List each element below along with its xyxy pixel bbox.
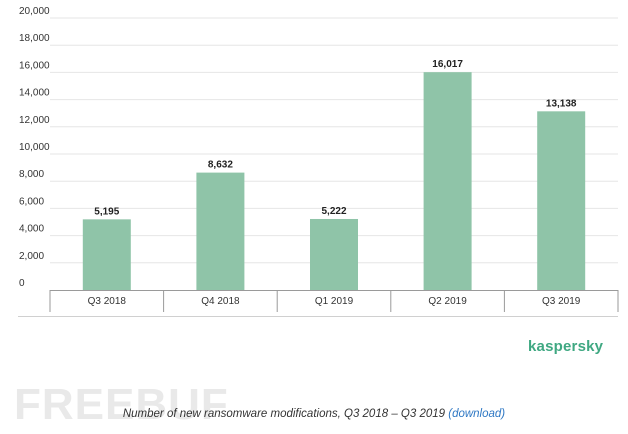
x-tick-label: Q1 2019 bbox=[315, 296, 354, 307]
data-label: 8,632 bbox=[208, 160, 233, 171]
y-tick-label: 18,000 bbox=[19, 33, 50, 44]
watermark-logo: FREEBUF bbox=[14, 380, 229, 429]
data-label: 5,195 bbox=[94, 206, 119, 217]
y-tick-label: 20,000 bbox=[19, 6, 50, 17]
data-labels: 5,195 8,632 5,222 16,017 13,138 bbox=[94, 59, 577, 217]
x-axis: Q3 2018 Q4 2018 Q1 2019 Q2 2019 Q3 2019 bbox=[18, 290, 619, 317]
chart-caption: Number of new ransomware modifications, … bbox=[0, 408, 628, 420]
caption-text: Number of new ransomware modifications, … bbox=[122, 408, 449, 420]
bar bbox=[82, 219, 131, 290]
x-tick-label: Q3 2019 bbox=[542, 296, 581, 307]
y-tick-label: 8,000 bbox=[19, 169, 44, 180]
y-tick-label: 4,000 bbox=[19, 224, 44, 235]
bar bbox=[537, 111, 586, 290]
bar bbox=[196, 172, 245, 290]
y-tick-label: 0 bbox=[19, 278, 25, 289]
y-tick-label: 12,000 bbox=[19, 115, 50, 126]
y-tick-label: 10,000 bbox=[19, 142, 50, 153]
gridlines bbox=[50, 17, 618, 264]
x-tick-label: Q3 2018 bbox=[88, 296, 127, 307]
y-tick-label: 16,000 bbox=[19, 60, 50, 71]
bar bbox=[423, 72, 472, 291]
bars bbox=[82, 72, 586, 291]
data-label: 16,017 bbox=[432, 59, 463, 70]
brand-logo: kaspersky bbox=[528, 338, 604, 355]
download-link[interactable]: (download) bbox=[448, 408, 506, 420]
y-tick-label: 2,000 bbox=[19, 251, 44, 262]
x-tick-label: Q2 2019 bbox=[428, 296, 467, 307]
y-tick-label: 14,000 bbox=[19, 88, 50, 99]
x-tick-label: Q4 2018 bbox=[201, 296, 240, 307]
data-label: 13,138 bbox=[546, 98, 577, 109]
bar bbox=[310, 218, 358, 290]
data-label: 5,222 bbox=[321, 206, 346, 217]
y-tick-label: 6,000 bbox=[19, 196, 44, 207]
y-axis-ticks: 0 2,000 4,000 6,000 8,000 10,000 12,000 14,000 1… bbox=[19, 6, 50, 289]
